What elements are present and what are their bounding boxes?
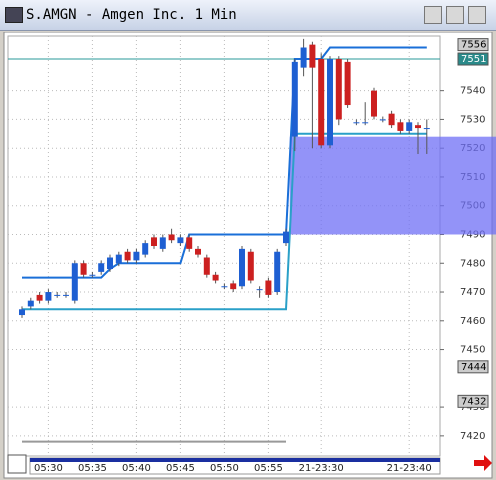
candle-body: [115, 254, 122, 264]
x-tick-label: 05:50: [210, 463, 239, 474]
candle-body: [221, 286, 228, 288]
candle-body: [177, 237, 184, 244]
candle-body: [19, 309, 25, 316]
title-bar: S.AMGN - Amgen Inc. 1 Min: [0, 0, 496, 31]
candle-body: [371, 90, 377, 117]
candle-body: [344, 61, 351, 106]
candle-body: [63, 294, 69, 296]
candle-body: [415, 125, 421, 129]
scroll-arrow[interactable]: [474, 455, 492, 471]
x-tick-label: 05:35: [78, 463, 107, 474]
candle-body: [309, 44, 316, 68]
candle-body: [423, 128, 430, 130]
candle-body: [212, 274, 219, 281]
app-icon: [5, 7, 23, 23]
close-button[interactable]: [468, 6, 486, 24]
candle-body: [186, 237, 193, 249]
candle-body: [379, 119, 386, 121]
candle-body: [45, 292, 52, 301]
candle-body: [133, 251, 140, 261]
candle-body: [335, 59, 342, 120]
candle-body: [230, 283, 237, 290]
window-title: S.AMGN - Amgen Inc. 1 Min: [26, 7, 237, 23]
candle-body: [71, 263, 78, 301]
price-marker-label: 7444: [461, 362, 486, 373]
candle-body: [54, 294, 61, 296]
corner-box[interactable]: [7, 454, 27, 474]
price-marker-label: 7556: [461, 40, 486, 51]
y-tick-label: 7420: [460, 431, 485, 442]
candle-body: [80, 263, 87, 275]
price-marker-label: 7432: [461, 396, 486, 407]
candle-body: [151, 237, 157, 246]
x-tick-label: 05:55: [254, 463, 283, 474]
maximize-button[interactable]: [446, 6, 464, 24]
highlight-zone: [289, 136, 496, 235]
chart: 7420743074507460747074807490750075107520…: [3, 32, 496, 479]
y-tick-label: 7450: [460, 345, 485, 356]
y-tick-label: 7480: [460, 258, 485, 269]
x-tick-label: 21-23:40: [387, 463, 432, 474]
candle-body: [98, 263, 105, 272]
candle-body: [327, 59, 333, 146]
candle-body: [388, 113, 395, 126]
candle-body: [142, 243, 149, 255]
y-tick-label: 7490: [460, 229, 485, 240]
candle-body: [195, 248, 201, 255]
price-marker-box: [457, 360, 489, 374]
candle-body: [27, 300, 34, 307]
price-marker-box: [457, 52, 489, 66]
candle-body: [406, 122, 413, 131]
x-tick-label: 21-23:30: [299, 463, 344, 474]
candle-body: [291, 61, 298, 137]
y-tick-label: 7470: [460, 287, 485, 298]
x-axis-bar: [30, 458, 440, 462]
candle-body: [300, 47, 307, 68]
y-tick-label: 7460: [460, 316, 485, 327]
x-tick-label: 05:45: [166, 463, 195, 474]
x-tick-label: 05:30: [34, 463, 63, 474]
candle-body: [239, 248, 245, 287]
candle-body: [274, 251, 281, 293]
candle-body: [397, 122, 404, 131]
candle-body: [318, 59, 325, 146]
plot-area: [7, 35, 441, 457]
candle-body: [36, 294, 43, 301]
price-marker-label: 7551: [461, 54, 486, 65]
y-tick-label: 7530: [460, 114, 485, 125]
candle-body: [362, 122, 369, 124]
candle-body: [159, 237, 166, 249]
y-tick-label: 7540: [460, 86, 485, 97]
overlay-line: [22, 132, 427, 311]
overlay-line: [22, 46, 427, 279]
minimize-button[interactable]: [424, 6, 442, 24]
candle-body: [203, 257, 210, 275]
candle-body: [265, 280, 272, 295]
candle-body: [256, 289, 263, 291]
candle-body: [124, 251, 131, 261]
candle-body: [168, 234, 175, 241]
candle-body: [247, 251, 254, 281]
price-marker-box: [457, 38, 489, 52]
candle-body: [107, 257, 113, 270]
candle-body: [353, 122, 360, 124]
x-tick-label: 05:40: [122, 463, 151, 474]
price-marker-box: [457, 394, 489, 408]
candle-body: [283, 231, 289, 244]
candle-body: [89, 274, 96, 276]
